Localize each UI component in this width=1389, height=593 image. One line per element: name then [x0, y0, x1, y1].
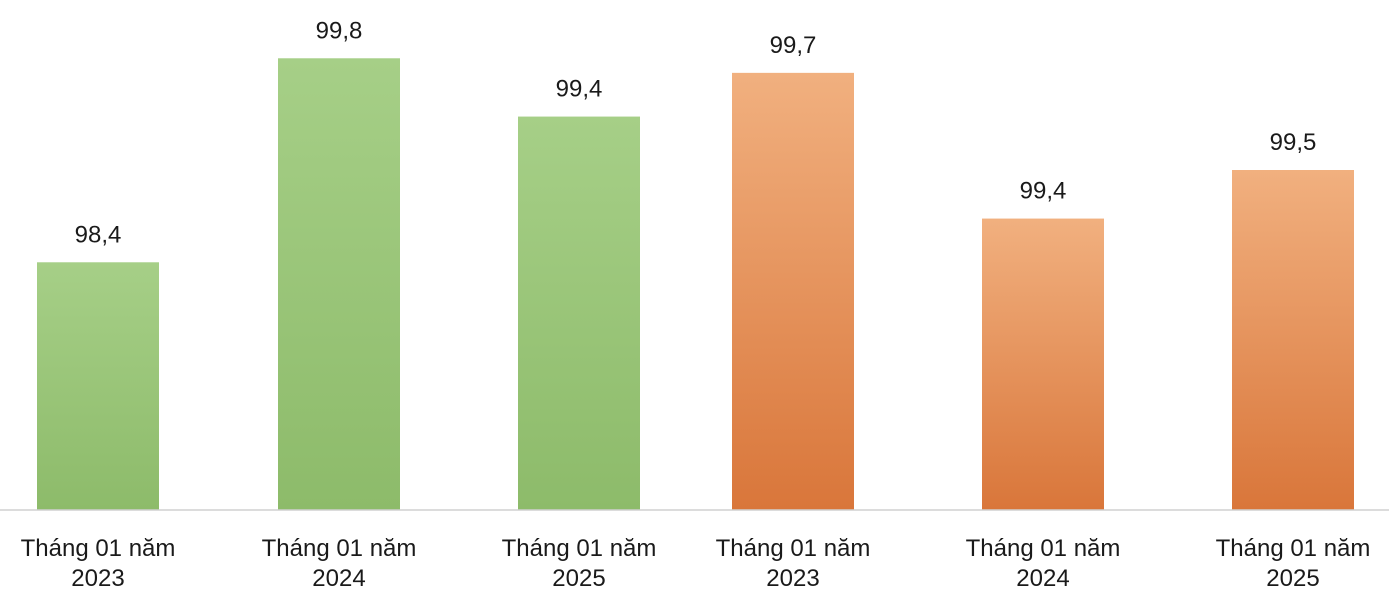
- data-label-1-3: 99,4: [556, 76, 603, 103]
- data-label-2-1: 99,7: [770, 32, 817, 59]
- tick-label-2-3: Tháng 01 năm 2025: [1216, 535, 1371, 588]
- tick-label-1-2: Tháng 01 năm 2024: [262, 535, 417, 588]
- data-label-1-1: 98,4: [75, 221, 122, 248]
- bar-2-2: [982, 218, 1104, 511]
- data-label-1-2: 99,8: [316, 17, 363, 44]
- tick-label-1-1: Tháng 01 năm 2023: [21, 535, 176, 588]
- tick-label-2-2: Tháng 01 năm 2024: [966, 535, 1121, 588]
- data-label-2-2: 99,4: [1020, 178, 1067, 205]
- bar-1-1: [37, 262, 159, 510]
- tick-label-2-1: Tháng 01 năm 2023: [716, 535, 871, 588]
- tick-label-1-3: Tháng 01 năm 2025: [502, 535, 657, 588]
- bar-2-3: [1232, 170, 1354, 510]
- bar-2-1: [732, 72, 854, 510]
- bar-1-3: [518, 116, 640, 511]
- bar-1-2: [278, 58, 400, 511]
- data-label-2-3: 99,5: [1270, 129, 1317, 156]
